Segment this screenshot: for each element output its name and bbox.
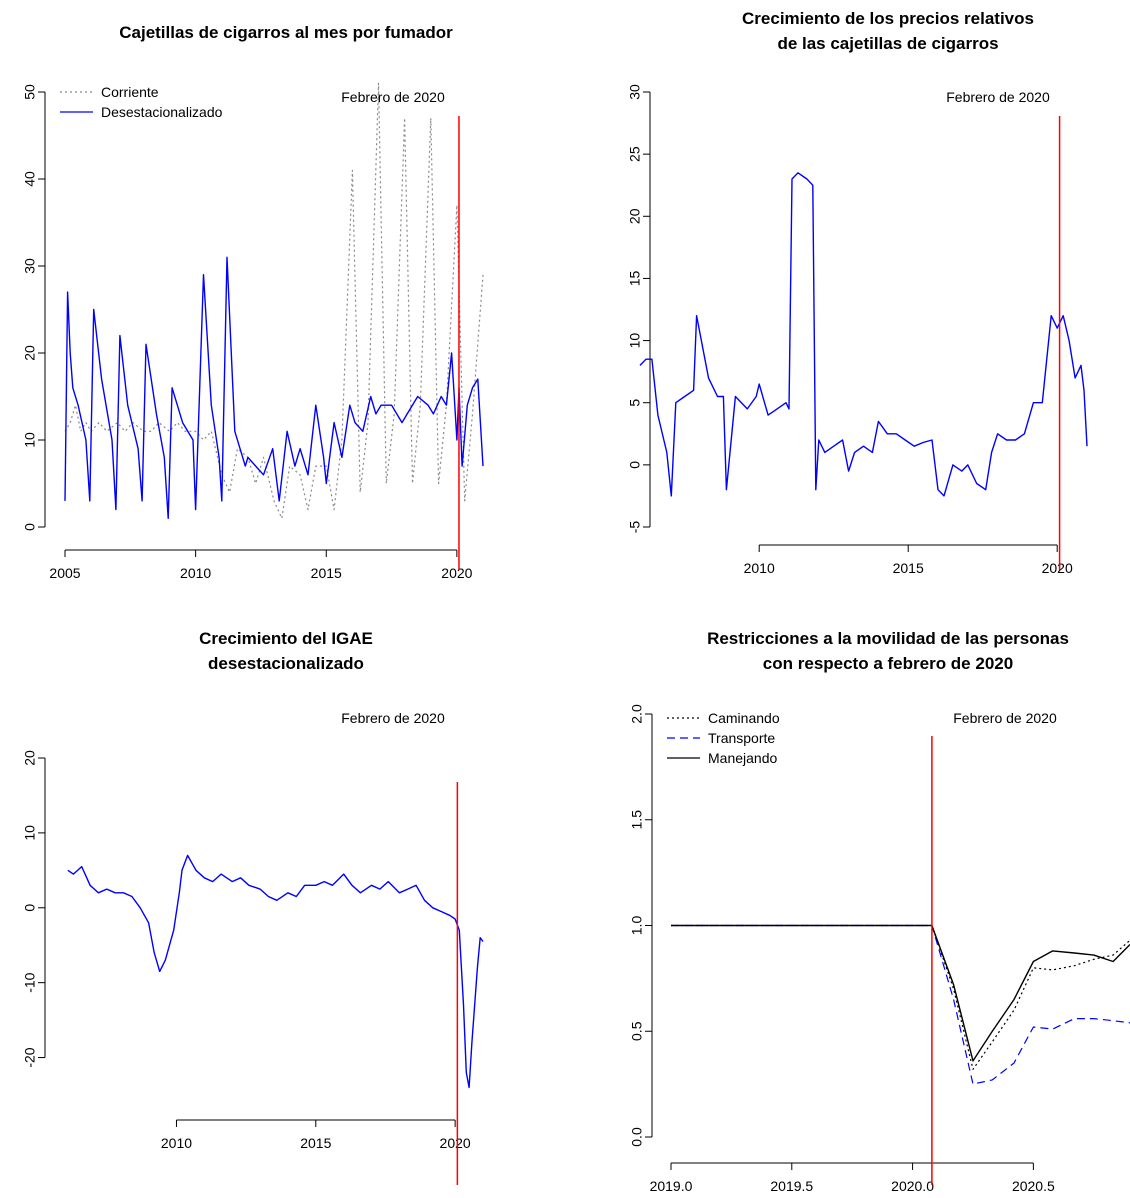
series-line-manejando [671,924,1130,1062]
series-line-desestacionalizado [64,256,484,519]
y-tick-label: 10 [627,333,643,349]
x-tick-label: 2015 [893,560,924,576]
y-tick-label: 0.0 [629,1127,645,1147]
vline-annotation: Febrero de 2020 [946,89,1050,105]
chart-title-line-1: Crecimiento de los precios relativos [742,9,1034,28]
y-tick-label: 25 [627,146,643,162]
y-tick-label: 0 [627,461,643,469]
legend-label: Desestacionalizado [101,104,223,120]
y-tick-label: 30 [627,84,643,100]
series-line-1 [67,854,484,1089]
x-tick-label: 2015 [300,1135,331,1151]
x-tick-label: 2010 [744,560,775,576]
y-tick-label: 50 [22,84,38,100]
y-tick-label: 0.5 [629,1021,645,1041]
legend-label: Caminando [708,710,780,726]
y-tick-label: 20 [22,345,38,361]
y-tick-label: 1.5 [629,810,645,830]
x-tick-label: 2010 [161,1135,192,1151]
y-tick-label: -20 [22,1047,38,1067]
chart-title-line-2: con respecto a febrero de 2020 [763,654,1013,673]
y-tick-label: -5 [627,521,643,534]
x-tick-label: 2020.0 [891,1178,934,1194]
y-tick-label: 10 [22,825,38,841]
chart-panel-3: Crecimiento del IGAE desestacionalizado -2… [22,629,484,1185]
y-tick-label: 20 [627,208,643,224]
x-tick-label: 2005 [49,565,80,581]
series-line-1 [639,172,1088,497]
x-tick-label: 2015 [311,565,342,581]
y-tick-label: 20 [22,750,38,766]
vline-annotation: Febrero de 2020 [953,710,1057,726]
chart-title-line-2: de las cajetillas de cigarros [777,34,998,53]
chart-title-line-1: Restricciones a la movilidad de las pers… [707,629,1069,648]
y-tick-label: 1.0 [629,916,645,936]
legend-label: Manejando [708,750,777,766]
chart-panel-4: Restricciones a la movilidad de las pers… [629,629,1130,1194]
chart-panel-2: Crecimiento de los precios relativos de l… [627,9,1088,576]
x-tick-label: 2010 [180,565,211,581]
x-tick-label: 2020 [1042,560,1073,576]
y-tick-label: 0 [22,904,38,912]
y-tick-label: 0 [22,523,38,531]
y-tick-label: 40 [22,171,38,187]
x-tick-label: 2020.5 [1012,1178,1055,1194]
chart-title-line-2: desestacionalizado [208,654,364,673]
x-tick-label: 2019.5 [770,1178,813,1194]
vline-annotation: Febrero de 2020 [341,710,445,726]
y-tick-label: -10 [22,972,38,992]
y-tick-label: 15 [627,270,643,286]
x-tick-label: 2020 [440,1135,471,1151]
chart-panel-1: Cajetillas de cigarros al mes por fumado… [22,23,484,581]
y-tick-label: 2.0 [629,704,645,724]
y-tick-label: 10 [22,432,38,448]
series-line-transporte [671,924,1130,1085]
legend-label: Transporte [708,730,775,746]
chart-title-line-1: Crecimiento del IGAE [199,629,373,648]
x-tick-label: 2020 [441,565,472,581]
vline-annotation: Febrero de 2020 [341,89,445,105]
series-line-corriente [64,82,484,519]
chart-title: Cajetillas de cigarros al mes por fumado… [119,23,453,42]
y-tick-label: 30 [22,258,38,274]
legend-label: Corriente [101,84,159,100]
series-line-caminando [671,924,1130,1070]
y-tick-label: 5 [627,399,643,407]
x-tick-label: 2019.0 [650,1178,693,1194]
